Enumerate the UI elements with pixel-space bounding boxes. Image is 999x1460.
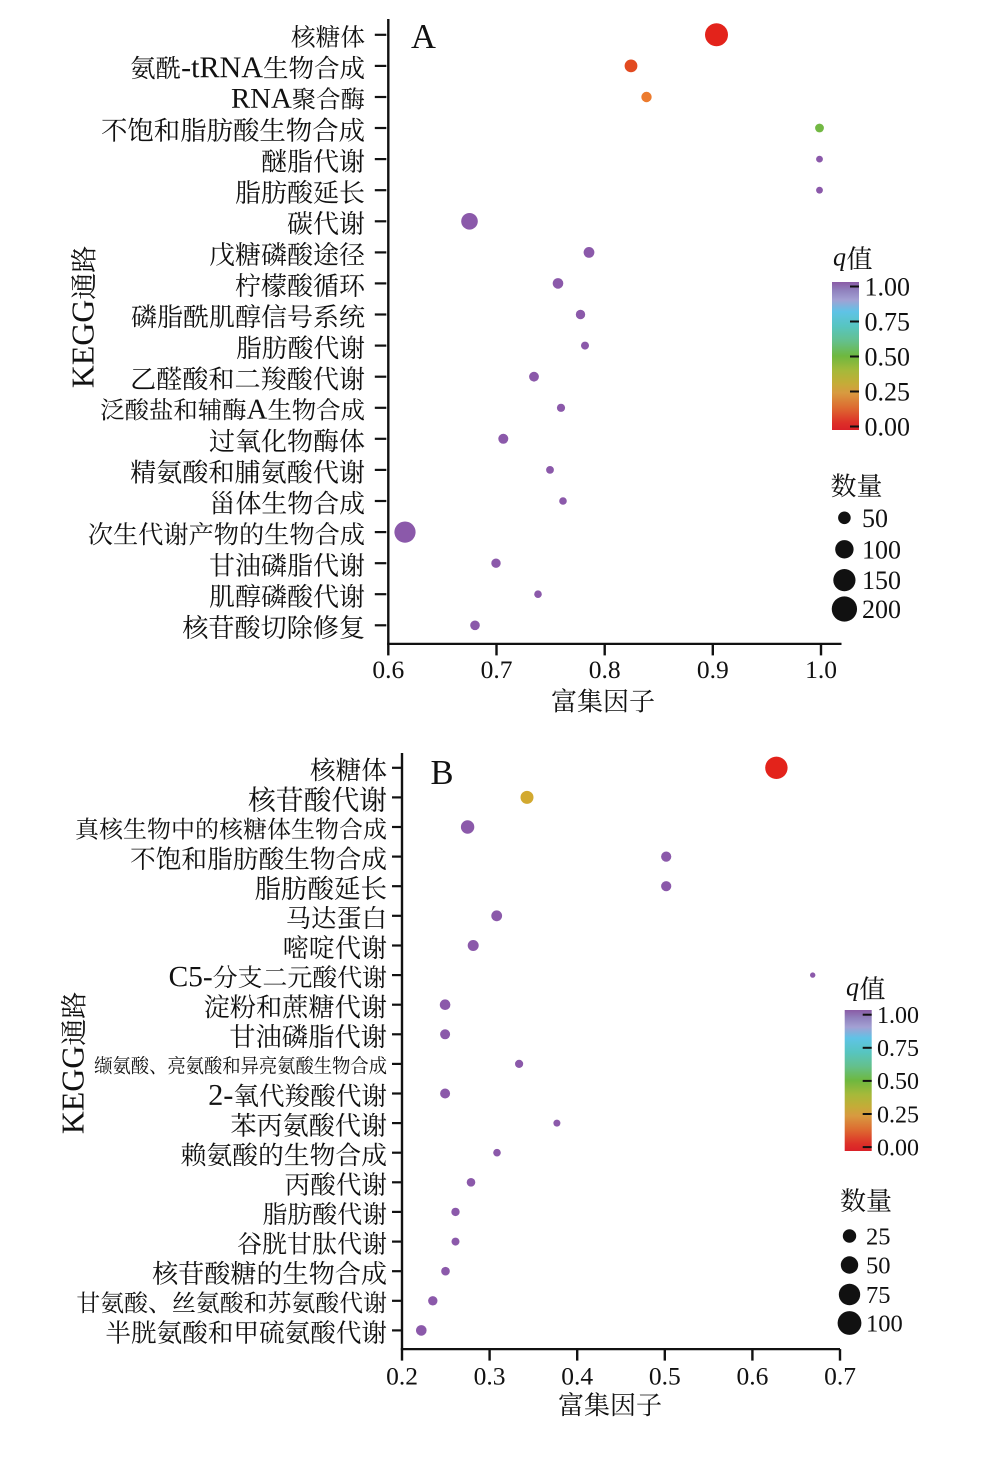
svg-text:0.25: 0.25 [877, 1102, 919, 1128]
svg-text:0.7: 0.7 [481, 655, 513, 684]
svg-text:0.50: 0.50 [865, 343, 911, 372]
svg-text:0.75: 0.75 [877, 1036, 919, 1062]
svg-text:0.50: 0.50 [877, 1069, 919, 1095]
svg-text:0.8: 0.8 [589, 655, 621, 684]
svg-text:75: 75 [866, 1282, 891, 1309]
svg-text:0.75: 0.75 [865, 308, 911, 337]
svg-text:q: q [833, 242, 846, 271]
svg-text:0.7: 0.7 [824, 1362, 856, 1391]
svg-text:50: 50 [862, 504, 888, 533]
svg-text:q: q [846, 973, 859, 1002]
svg-text:50: 50 [866, 1253, 891, 1280]
svg-text:0.6: 0.6 [372, 655, 404, 684]
svg-text:0.25: 0.25 [865, 378, 911, 407]
svg-text:100: 100 [866, 1311, 903, 1338]
svg-text:1.00: 1.00 [865, 273, 911, 302]
svg-text:25: 25 [866, 1224, 891, 1251]
svg-text:1.0: 1.0 [805, 655, 837, 684]
svg-text:1.00: 1.00 [877, 1003, 919, 1029]
svg-text:0.00: 0.00 [865, 413, 911, 442]
svg-text:0.5: 0.5 [649, 1362, 681, 1391]
svg-text:B: B [430, 754, 453, 792]
svg-text:0.9: 0.9 [697, 655, 729, 684]
svg-text:200: 200 [862, 595, 901, 624]
svg-text:0.6: 0.6 [736, 1362, 768, 1391]
svg-text:A: A [411, 18, 436, 56]
svg-text:0.2: 0.2 [386, 1362, 418, 1391]
svg-text:0.00: 0.00 [877, 1135, 919, 1161]
svg-text:0.4: 0.4 [561, 1362, 593, 1391]
svg-text:0.3: 0.3 [474, 1362, 506, 1391]
svg-text:150: 150 [862, 566, 901, 595]
svg-text:100: 100 [862, 535, 901, 564]
